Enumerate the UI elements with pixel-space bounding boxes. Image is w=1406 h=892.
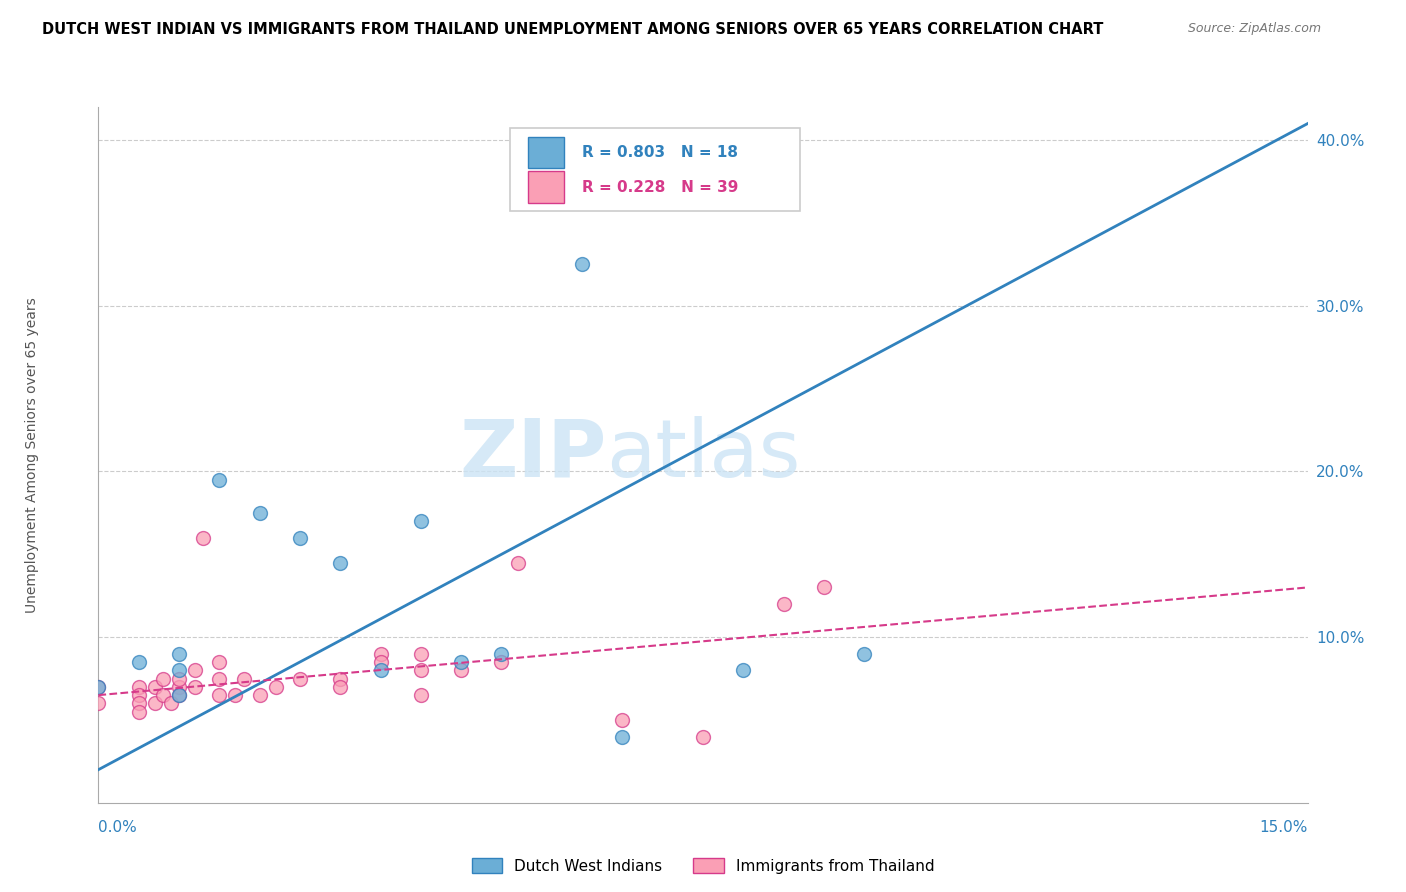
- FancyBboxPatch shape: [527, 136, 564, 168]
- Point: [167, 663, 190, 677]
- Point: [232, 672, 254, 686]
- FancyBboxPatch shape: [509, 128, 800, 211]
- Point: [249, 506, 271, 520]
- Point: [612, 713, 634, 727]
- Text: 15.0%: 15.0%: [1260, 821, 1308, 835]
- Point: [571, 257, 593, 271]
- Point: [491, 655, 513, 669]
- Point: [409, 663, 432, 677]
- Text: atlas: atlas: [606, 416, 800, 494]
- Text: DUTCH WEST INDIAN VS IMMIGRANTS FROM THAILAND UNEMPLOYMENT AMONG SENIORS OVER 65: DUTCH WEST INDIAN VS IMMIGRANTS FROM THA…: [42, 22, 1104, 37]
- Text: R = 0.228   N = 39: R = 0.228 N = 39: [582, 179, 738, 194]
- Point: [530, 191, 553, 205]
- Point: [288, 531, 311, 545]
- Point: [450, 663, 472, 677]
- Point: [249, 688, 271, 702]
- Point: [612, 730, 634, 744]
- Point: [208, 655, 231, 669]
- Point: [160, 697, 183, 711]
- Point: [128, 688, 150, 702]
- Point: [450, 655, 472, 669]
- Point: [128, 655, 150, 669]
- Text: ZIP: ZIP: [458, 416, 606, 494]
- Legend: Dutch West Indians, Immigrants from Thailand: Dutch West Indians, Immigrants from Thai…: [465, 852, 941, 880]
- Point: [491, 647, 513, 661]
- Point: [264, 680, 287, 694]
- Point: [87, 680, 110, 694]
- Point: [128, 697, 150, 711]
- Point: [152, 672, 174, 686]
- Point: [506, 556, 529, 570]
- Point: [733, 663, 755, 677]
- Point: [692, 730, 714, 744]
- Point: [143, 697, 166, 711]
- Point: [409, 688, 432, 702]
- Point: [409, 647, 432, 661]
- Point: [853, 647, 876, 661]
- Point: [152, 688, 174, 702]
- Point: [370, 647, 392, 661]
- FancyBboxPatch shape: [527, 171, 564, 202]
- Text: R = 0.803   N = 18: R = 0.803 N = 18: [582, 145, 738, 160]
- Point: [87, 697, 110, 711]
- Point: [143, 680, 166, 694]
- Point: [329, 680, 352, 694]
- Text: Unemployment Among Seniors over 65 years: Unemployment Among Seniors over 65 years: [25, 297, 39, 613]
- Point: [128, 680, 150, 694]
- Point: [167, 688, 190, 702]
- Point: [329, 556, 352, 570]
- Point: [370, 655, 392, 669]
- Point: [409, 514, 432, 528]
- Point: [87, 680, 110, 694]
- Point: [288, 672, 311, 686]
- Point: [370, 663, 392, 677]
- Point: [128, 705, 150, 719]
- Point: [813, 581, 835, 595]
- Point: [167, 672, 190, 686]
- Point: [208, 688, 231, 702]
- Point: [208, 672, 231, 686]
- Point: [193, 531, 215, 545]
- Point: [184, 680, 207, 694]
- Point: [329, 672, 352, 686]
- Text: 0.0%: 0.0%: [98, 821, 138, 835]
- Point: [167, 688, 190, 702]
- Point: [184, 663, 207, 677]
- Point: [167, 647, 190, 661]
- Point: [772, 597, 794, 611]
- Text: Source: ZipAtlas.com: Source: ZipAtlas.com: [1188, 22, 1322, 36]
- Point: [167, 680, 190, 694]
- Point: [224, 688, 246, 702]
- Point: [208, 473, 231, 487]
